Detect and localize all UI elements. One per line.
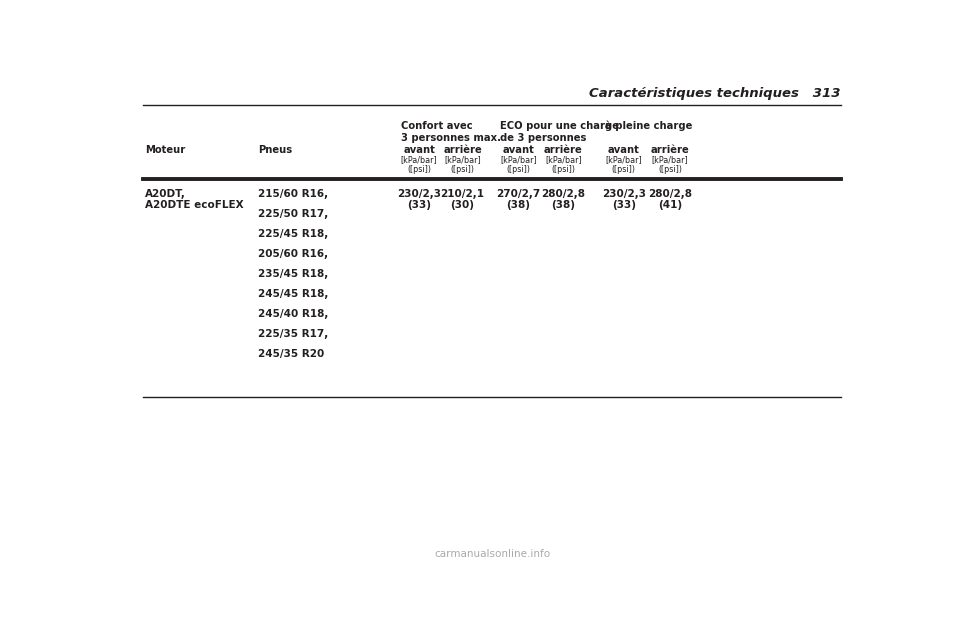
- Text: 210/2,1
(30): 210/2,1 (30): [441, 189, 485, 211]
- Text: [kPa/bar]
([psi]): [kPa/bar] ([psi]): [652, 155, 688, 174]
- Text: arrière: arrière: [651, 145, 689, 155]
- Text: A20DT,
A20DTE ecoFLEX: A20DT, A20DTE ecoFLEX: [145, 189, 244, 211]
- Text: Moteur: Moteur: [145, 145, 185, 155]
- Text: arrière: arrière: [444, 145, 482, 155]
- Text: 245/35 R20: 245/35 R20: [258, 349, 324, 359]
- Text: avant: avant: [608, 145, 639, 155]
- Text: 230/2,3
(33): 230/2,3 (33): [397, 189, 442, 211]
- Text: 225/35 R17,: 225/35 R17,: [258, 329, 328, 339]
- Text: [kPa/bar]
([psi]): [kPa/bar] ([psi]): [400, 155, 438, 174]
- Text: carmanualsonline.info: carmanualsonline.info: [434, 550, 550, 559]
- Text: 230/2,3
(33): 230/2,3 (33): [602, 189, 646, 211]
- Text: [kPa/bar]
([psi]): [kPa/bar] ([psi]): [606, 155, 642, 174]
- Text: 280/2,8
(41): 280/2,8 (41): [648, 189, 692, 211]
- Text: 215/60 R16,: 215/60 R16,: [258, 189, 328, 198]
- Text: Confort avec
3 personnes max.: Confort avec 3 personnes max.: [400, 121, 500, 143]
- Text: [kPa/bar]
([psi]): [kPa/bar] ([psi]): [545, 155, 582, 174]
- Text: 245/40 R18,: 245/40 R18,: [258, 309, 328, 319]
- Text: 225/45 R18,: 225/45 R18,: [258, 229, 328, 239]
- Text: avant: avant: [403, 145, 435, 155]
- Text: [kPa/bar]
([psi]): [kPa/bar] ([psi]): [500, 155, 537, 174]
- Text: 270/2,7
(38): 270/2,7 (38): [496, 189, 540, 211]
- Text: arrière: arrière: [544, 145, 583, 155]
- Text: [kPa/bar]
([psi]): [kPa/bar] ([psi]): [444, 155, 481, 174]
- Text: 235/45 R18,: 235/45 R18,: [258, 269, 328, 279]
- Text: 205/60 R16,: 205/60 R16,: [258, 248, 328, 259]
- Text: 245/45 R18,: 245/45 R18,: [258, 289, 328, 299]
- Text: 225/50 R17,: 225/50 R17,: [258, 209, 328, 219]
- Text: avant: avant: [502, 145, 535, 155]
- Text: ECO pour une charge
de 3 personnes: ECO pour une charge de 3 personnes: [500, 121, 619, 143]
- Text: Caractéristiques techniques   313: Caractéristiques techniques 313: [589, 87, 841, 101]
- Text: 280/2,8
(38): 280/2,8 (38): [541, 189, 586, 211]
- Text: à pleine charge: à pleine charge: [605, 121, 692, 132]
- Text: Pneus: Pneus: [258, 145, 292, 155]
